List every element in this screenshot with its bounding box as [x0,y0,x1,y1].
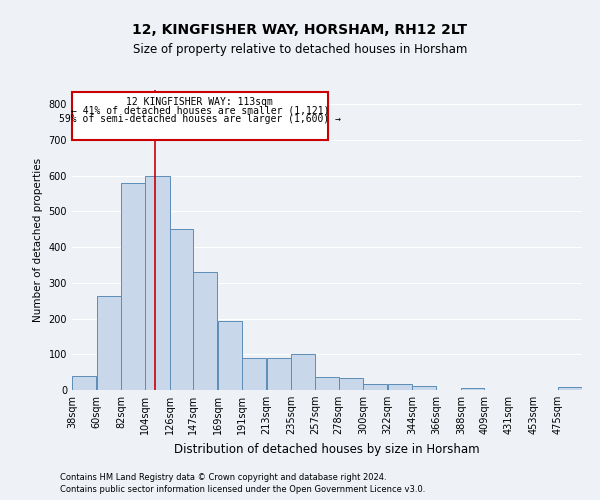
Y-axis label: Number of detached properties: Number of detached properties [33,158,43,322]
Bar [316,377,338,390]
Bar [557,387,582,390]
Text: ← 41% of detached houses are smaller (1,121): ← 41% of detached houses are smaller (1,… [71,106,329,116]
Text: 12 KINGFISHER WAY: 113sqm: 12 KINGFISHER WAY: 113sqm [127,97,273,107]
Bar [97,296,121,390]
Text: Contains public sector information licensed under the Open Government Licence v3: Contains public sector information licen… [60,485,425,494]
Bar [121,183,145,390]
Bar [218,321,242,390]
Text: Contains HM Land Registry data © Crown copyright and database right 2024.: Contains HM Land Registry data © Crown c… [60,472,386,482]
Text: 59% of semi-detached houses are larger (1,600) →: 59% of semi-detached houses are larger (… [59,114,341,124]
Bar [266,358,291,390]
Bar [461,388,484,390]
Bar [412,386,436,390]
Bar [72,376,97,390]
Bar [388,384,412,390]
Bar [291,354,315,390]
Bar [170,230,193,390]
Bar [72,92,328,140]
Bar [363,384,388,390]
Bar [242,358,266,390]
Text: Size of property relative to detached houses in Horsham: Size of property relative to detached ho… [133,42,467,56]
Bar [145,176,170,390]
Bar [339,378,363,390]
Text: 12, KINGFISHER WAY, HORSHAM, RH12 2LT: 12, KINGFISHER WAY, HORSHAM, RH12 2LT [133,22,467,36]
X-axis label: Distribution of detached houses by size in Horsham: Distribution of detached houses by size … [174,442,480,456]
Bar [193,272,217,390]
